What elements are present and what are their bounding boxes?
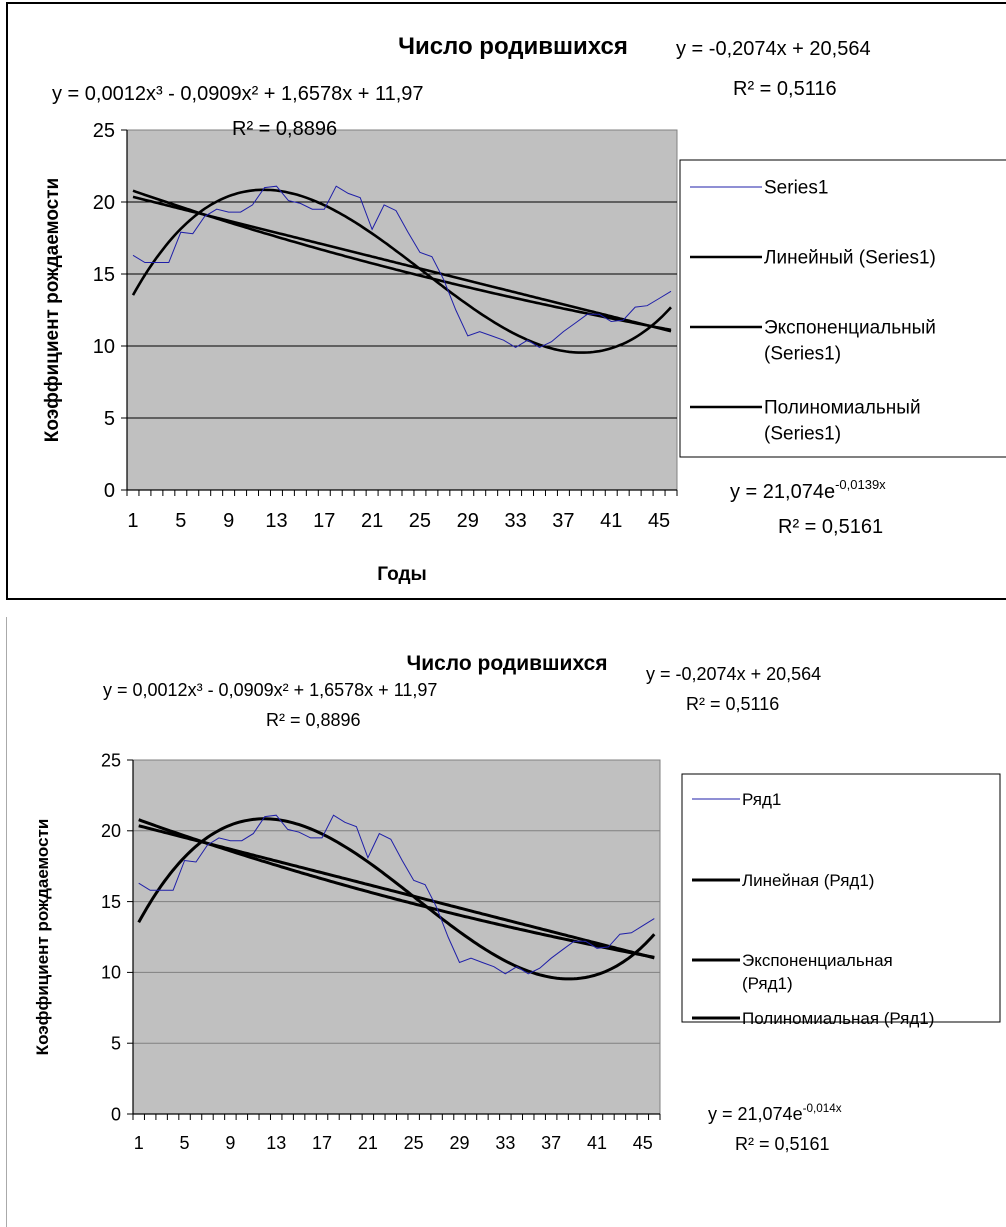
x-tick-label: 41 — [587, 1133, 607, 1153]
x-tick-label: 1 — [134, 1133, 144, 1153]
annotation-exp-r2: R² = 0,5161 — [735, 1134, 830, 1154]
y-tick-label: 10 — [93, 336, 115, 358]
x-tick-label: 33 — [504, 510, 526, 532]
y-tick-label: 15 — [101, 892, 121, 912]
x-tick-label: 21 — [358, 1133, 378, 1153]
chart-frame-top — [6, 2, 1006, 600]
x-tick-label: 37 — [552, 510, 574, 532]
y-tick-label: 5 — [104, 408, 115, 430]
annotation-poly-eq: y = 0,0012x³ - 0,0909x² + 1,6578x + 11,9… — [103, 680, 437, 700]
legend-label: Линейная (Ряд1) — [742, 871, 874, 890]
plot-area — [126, 129, 678, 491]
y-axis-label: Коэффициент рождаемости — [42, 178, 63, 442]
x-tick-label: 29 — [449, 1133, 469, 1153]
y-tick-label: 0 — [104, 480, 115, 502]
annotation-poly-r2: R² = 0,8896 — [266, 710, 361, 730]
annotation-exp-eq: y = 21,074e-0,0139x — [730, 477, 886, 503]
x-tick-label: 13 — [265, 510, 287, 532]
x-tick-label: 21 — [361, 510, 383, 532]
x-tick-label: 29 — [457, 510, 479, 532]
y-axis-label: Коэффициент рождаемости — [33, 819, 52, 1056]
x-tick-label: 41 — [600, 510, 622, 532]
x-tick-label: 25 — [404, 1133, 424, 1153]
x-tick-label: 5 — [180, 1133, 190, 1153]
trendline-polynomial — [137, 817, 656, 981]
x-tick-label: 13 — [266, 1133, 286, 1153]
annotation-exp-r2: R² = 0,5161 — [778, 516, 883, 538]
x-tick-label: 5 — [175, 510, 186, 532]
legend-box — [681, 773, 1001, 1023]
legend-label: (Ряд1) — [742, 974, 793, 993]
x-tick-label: 9 — [223, 510, 234, 532]
trendline-linear — [132, 195, 672, 333]
x-tick-label: 45 — [648, 510, 670, 532]
legend-label: Полиномиальный — [764, 398, 921, 419]
legend-label: (Series1) — [764, 343, 841, 364]
y-tick-label: 25 — [101, 750, 121, 770]
x-tick-label: 25 — [409, 510, 431, 532]
annotation-poly-r2: R² = 0,8896 — [232, 118, 337, 140]
annotation-linear-eq: y = -0,2074x + 20,564 — [646, 664, 821, 684]
x-tick-label: 45 — [633, 1133, 653, 1153]
x-tick-label: 17 — [312, 1133, 332, 1153]
y-tick-label: 10 — [101, 963, 121, 983]
chart-title: Число родившихся — [398, 33, 628, 60]
annotation-linear-r2: R² = 0,5116 — [733, 78, 837, 100]
chart-title: Число родившихся — [406, 652, 607, 675]
legend-label: Полиномиальная (Ряд1) — [742, 1009, 934, 1028]
y-tick-label: 25 — [93, 120, 115, 142]
series-line-1 — [138, 814, 655, 975]
y-tick-label: 5 — [111, 1034, 121, 1054]
annotation-linear-eq: y = -0,2074x + 20,564 — [676, 38, 871, 60]
y-tick-label: 20 — [101, 821, 121, 841]
x-axis-label: Годы — [377, 564, 426, 585]
legend-label: Линейный (Series1) — [764, 248, 936, 269]
annotation-exp-eq: y = 21,074e-0,014x — [708, 1102, 842, 1124]
x-tick-label: 17 — [313, 510, 335, 532]
x-tick-label: 37 — [541, 1133, 561, 1153]
annotation-poly-eq: y = 0,0012x³ - 0,0909x² + 1,6578x + 11,9… — [52, 83, 424, 105]
legend-label: Экспоненциальный — [764, 318, 936, 339]
legend-label: (Series1) — [764, 423, 841, 444]
trendline-polynomial — [131, 188, 672, 354]
y-tick-label: 0 — [111, 1104, 121, 1124]
series-line-1 — [132, 185, 672, 348]
chart-frame-bottom-edge — [6, 617, 7, 1227]
legend-label: Экспоненциальная — [742, 951, 893, 970]
legend-label: Ряд1 — [742, 790, 781, 809]
y-tick-label: 20 — [93, 192, 115, 214]
x-tick-label: 9 — [225, 1133, 235, 1153]
y-tick-label: 15 — [93, 264, 115, 286]
x-tick-label: 33 — [495, 1133, 515, 1153]
plot-area — [132, 759, 661, 1115]
trendline-linear — [138, 824, 655, 960]
annotation-linear-r2: R² = 0,5116 — [686, 694, 779, 714]
x-tick-label: 1 — [127, 510, 138, 532]
legend-label: Series1 — [764, 178, 828, 199]
